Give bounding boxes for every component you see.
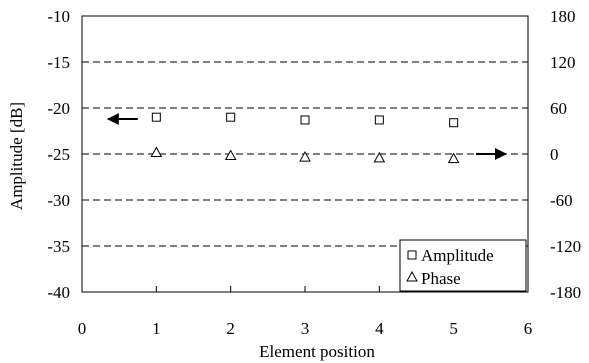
x-tick-label: 6 <box>524 319 533 338</box>
phase-point <box>373 151 386 163</box>
legend: Amplitude Phase <box>399 239 527 292</box>
amplitude-point <box>449 118 459 128</box>
y2-tick-label: 180 <box>550 7 576 26</box>
y2-tick-label: 120 <box>550 53 576 72</box>
y2-tick-label: 0 <box>550 145 559 164</box>
y2-tick-label: -120 <box>550 237 581 256</box>
phase-point <box>299 151 311 162</box>
legend-phase-label: Phase <box>421 269 461 288</box>
data-markers <box>150 112 460 164</box>
y-tick-label: -40 <box>47 283 70 302</box>
left-axis-ticks: -10 -15 -20 -25 -30 -35 -40 <box>47 7 88 302</box>
y-tick-label: -25 <box>47 145 70 164</box>
legend-phase-marker <box>406 270 418 282</box>
x-tick-label: 5 <box>449 319 458 338</box>
amplitude-point <box>151 112 161 122</box>
y-axis-title: Amplitude [dB] <box>7 102 26 210</box>
phase-point <box>447 152 460 164</box>
y2-tick-label: 60 <box>550 99 567 118</box>
y-tick-label: -35 <box>47 237 70 256</box>
x-axis-title: Element position <box>259 342 375 361</box>
axis-arrows <box>106 113 507 160</box>
x-tick-label: 4 <box>375 319 384 338</box>
y-tick-label: -20 <box>47 99 70 118</box>
x-tick-label: 0 <box>78 319 87 338</box>
legend-box <box>399 239 527 292</box>
y-tick-label: -15 <box>47 53 70 72</box>
legend-amplitude-label: Amplitude <box>421 246 494 265</box>
right-axis-ticks: 180 120 60 0 -60 -120 -180 <box>522 7 581 302</box>
phase-point <box>150 146 163 157</box>
amplitude-point <box>374 115 384 125</box>
phase-point <box>224 149 237 161</box>
y-tick-label: -30 <box>47 191 70 210</box>
y2-tick-label: -60 <box>550 191 573 210</box>
x-tick-label: 1 <box>152 319 161 338</box>
x-axis-ticks: 0 1 2 3 4 5 6 <box>78 286 533 338</box>
amplitude-point <box>226 112 236 122</box>
x-tick-label: 3 <box>301 319 310 338</box>
y-tick-label: -10 <box>47 7 70 26</box>
amplitude-point <box>300 115 310 125</box>
x-tick-label: 2 <box>226 319 235 338</box>
y2-tick-label: -180 <box>550 283 581 302</box>
legend-amplitude-marker <box>407 250 417 260</box>
